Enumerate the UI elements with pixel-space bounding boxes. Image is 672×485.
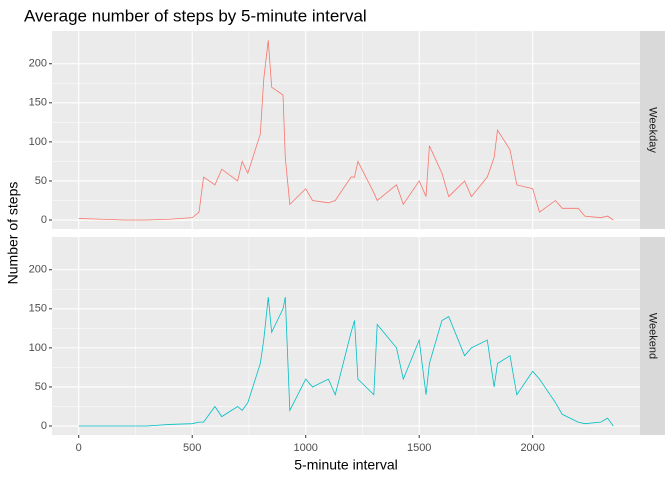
chart-title: Average number of steps by 5-minute inte… bbox=[24, 6, 367, 25]
facet-label: Weekday bbox=[647, 107, 659, 153]
y-tick-label: 150 bbox=[29, 97, 47, 109]
y-tick-label: 0 bbox=[41, 420, 47, 432]
y-tick-label: 150 bbox=[29, 303, 47, 315]
y-tick-label: 100 bbox=[29, 136, 47, 148]
panel-background bbox=[52, 31, 640, 229]
y-tick-label: 200 bbox=[29, 58, 47, 70]
y-tick-label: 100 bbox=[29, 342, 47, 354]
strip-background bbox=[640, 237, 665, 435]
x-tick-label: 2000 bbox=[520, 442, 544, 454]
x-axis-label: 5-minute interval bbox=[294, 457, 398, 473]
x-tick-label: 1500 bbox=[407, 442, 431, 454]
x-tick-label: 0 bbox=[76, 442, 82, 454]
y-tick-label: 200 bbox=[29, 264, 47, 276]
data-line bbox=[78, 297, 614, 427]
x-tick-label: 1000 bbox=[293, 442, 317, 454]
data-line bbox=[78, 40, 614, 221]
y-tick-label: 50 bbox=[35, 175, 47, 187]
y-tick-label: 0 bbox=[41, 214, 47, 226]
y-axis-label: Number of steps bbox=[5, 182, 21, 285]
facet-label: Weekend bbox=[647, 313, 659, 359]
x-tick-label: 500 bbox=[183, 442, 201, 454]
panel-background bbox=[52, 237, 640, 435]
strip-background bbox=[640, 31, 665, 229]
y-tick-label: 50 bbox=[35, 381, 47, 393]
